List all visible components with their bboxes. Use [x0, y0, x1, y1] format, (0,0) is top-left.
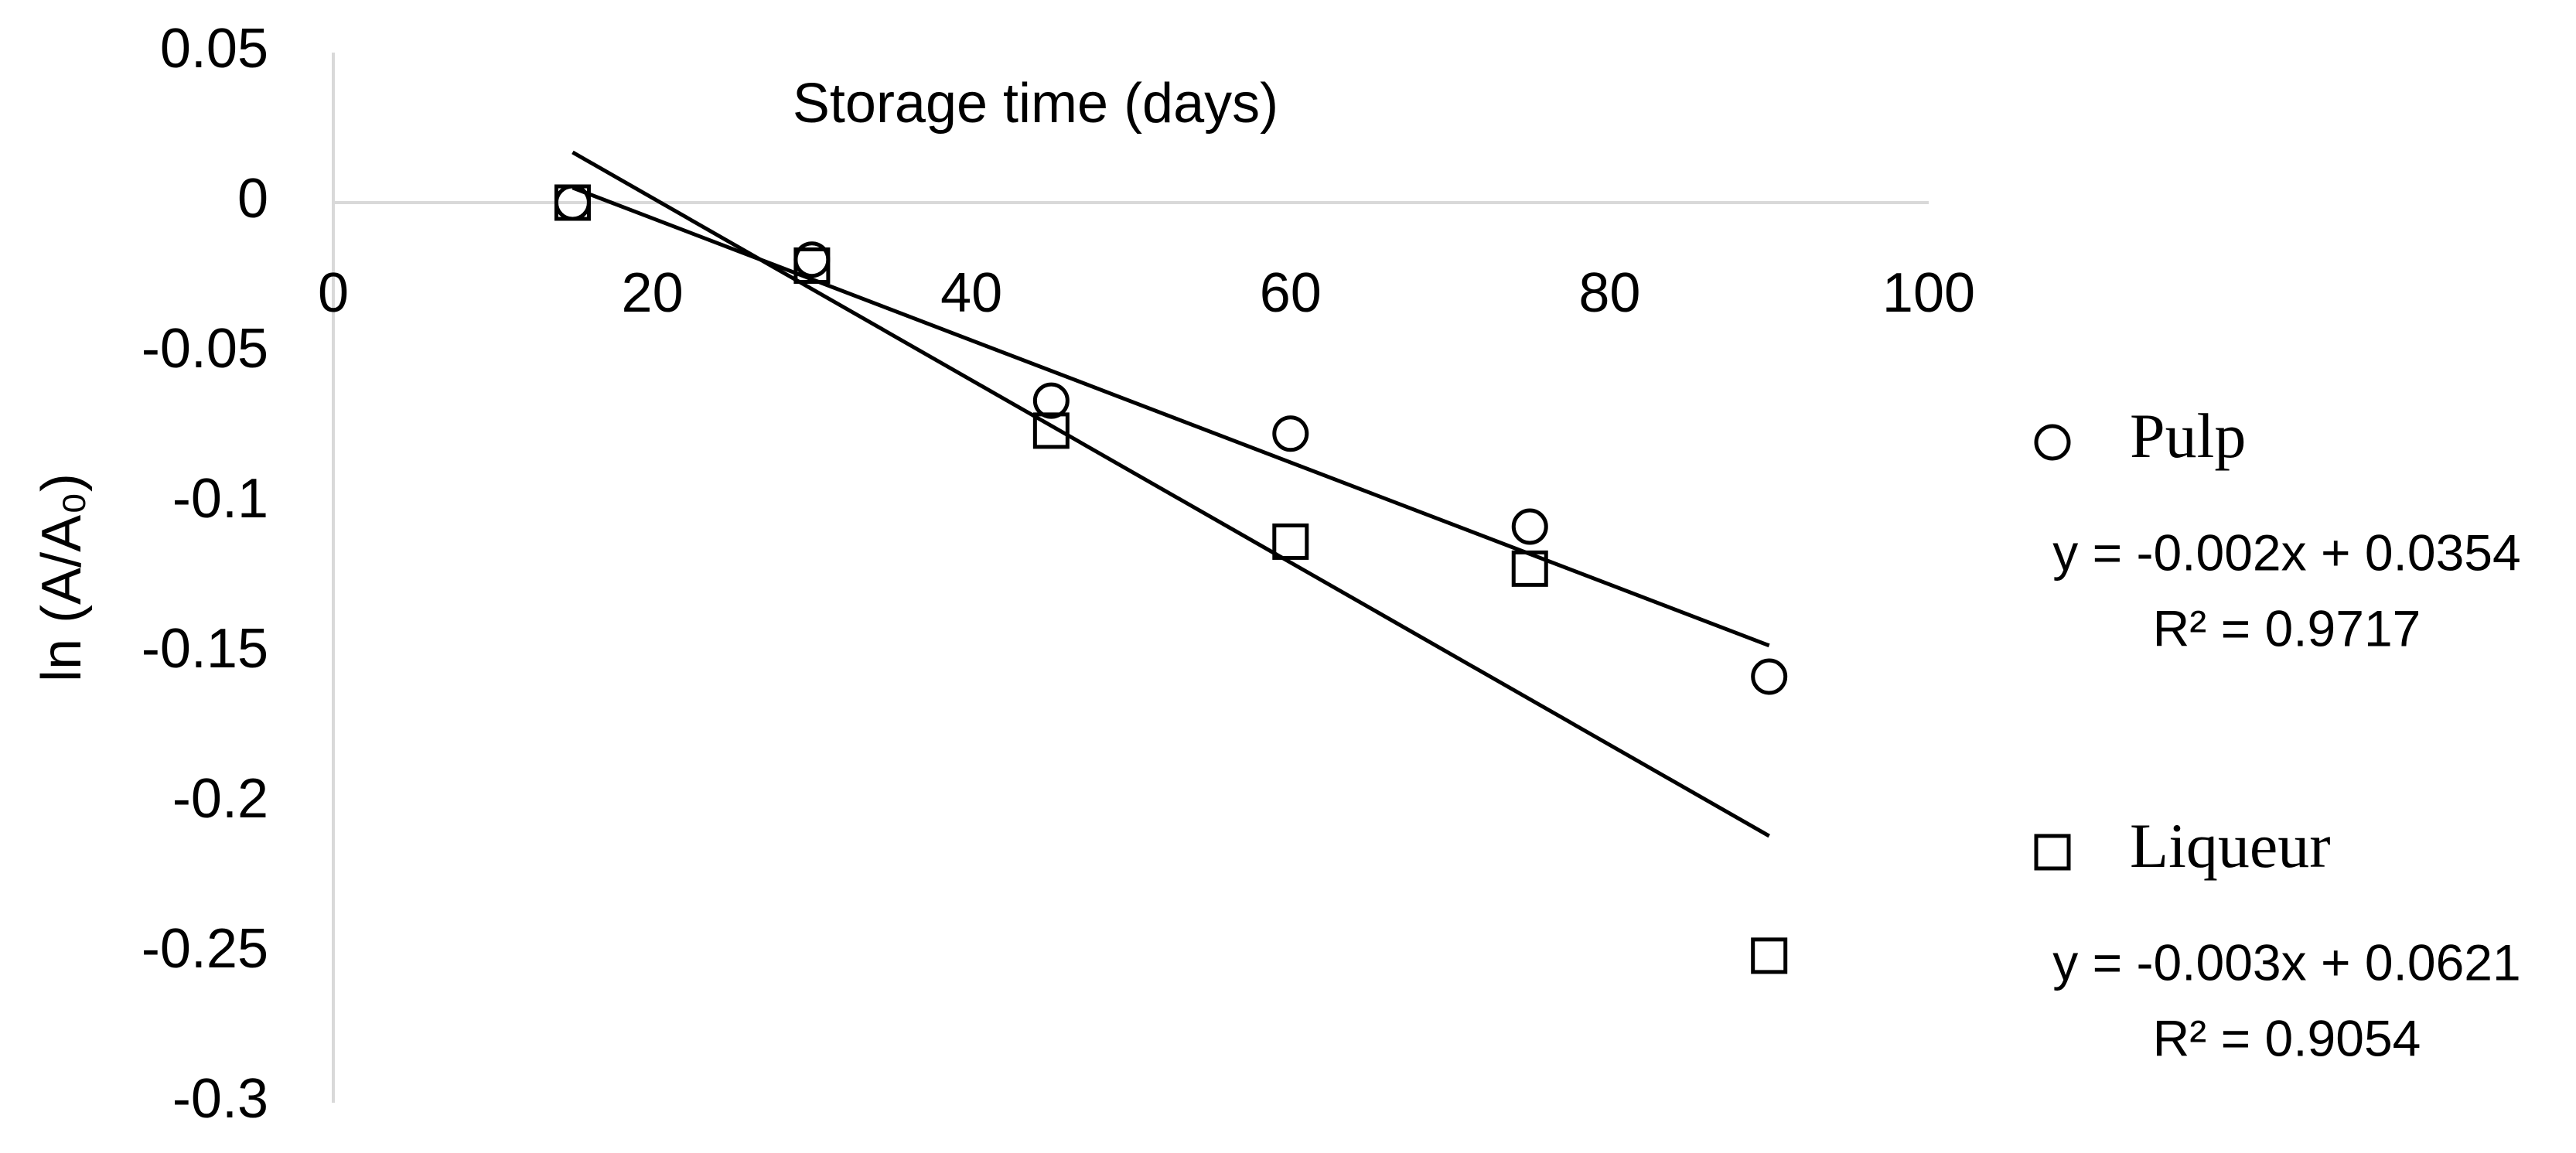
legend-label: Liqueur — [2130, 810, 2331, 881]
x-tick-label: 100 — [1882, 262, 1975, 324]
marker — [1272, 523, 1309, 560]
y-tick-label: -0.2 — [172, 768, 268, 830]
x-tick-label: 40 — [940, 262, 1002, 324]
marker — [793, 247, 831, 284]
y-tick-label: -0.3 — [172, 1068, 268, 1130]
trend-equation: y = -0.003x + 0.0621 — [2052, 933, 2520, 991]
marker — [1032, 382, 1070, 419]
trend-r2: R² = 0.9054 — [2153, 1009, 2421, 1066]
y-tick-label: -0.05 — [142, 318, 268, 380]
trend-r2: R² = 0.9717 — [2153, 599, 2421, 657]
marker — [1272, 415, 1309, 452]
y-tick-label: -0.1 — [172, 468, 268, 530]
marker — [2034, 424, 2071, 461]
y-axis-title: ln (A/A₀) — [31, 473, 93, 682]
marker — [1751, 658, 1788, 695]
marker — [1751, 937, 1788, 974]
marker — [1511, 508, 1548, 545]
trendline — [571, 150, 1770, 838]
x-tick-label: 60 — [1260, 262, 1322, 324]
marker — [1511, 550, 1548, 587]
y-tick-label: -0.15 — [142, 618, 268, 680]
x-tick-label: 20 — [622, 262, 684, 324]
x-tick-label: 0 — [318, 262, 349, 324]
y-tick-label: -0.25 — [142, 918, 268, 980]
x-tick-label: 80 — [1578, 262, 1640, 324]
marker — [1032, 412, 1070, 449]
y-tick-label: 0.05 — [160, 18, 268, 80]
trend-equation: y = -0.002x + 0.0354 — [2052, 524, 2520, 581]
y-tick-label: 0 — [237, 168, 268, 230]
x-axis-title: Storage time (days) — [793, 73, 1278, 135]
marker — [2034, 834, 2071, 871]
marker — [554, 184, 591, 221]
legend-label: Pulp — [2130, 401, 2246, 471]
